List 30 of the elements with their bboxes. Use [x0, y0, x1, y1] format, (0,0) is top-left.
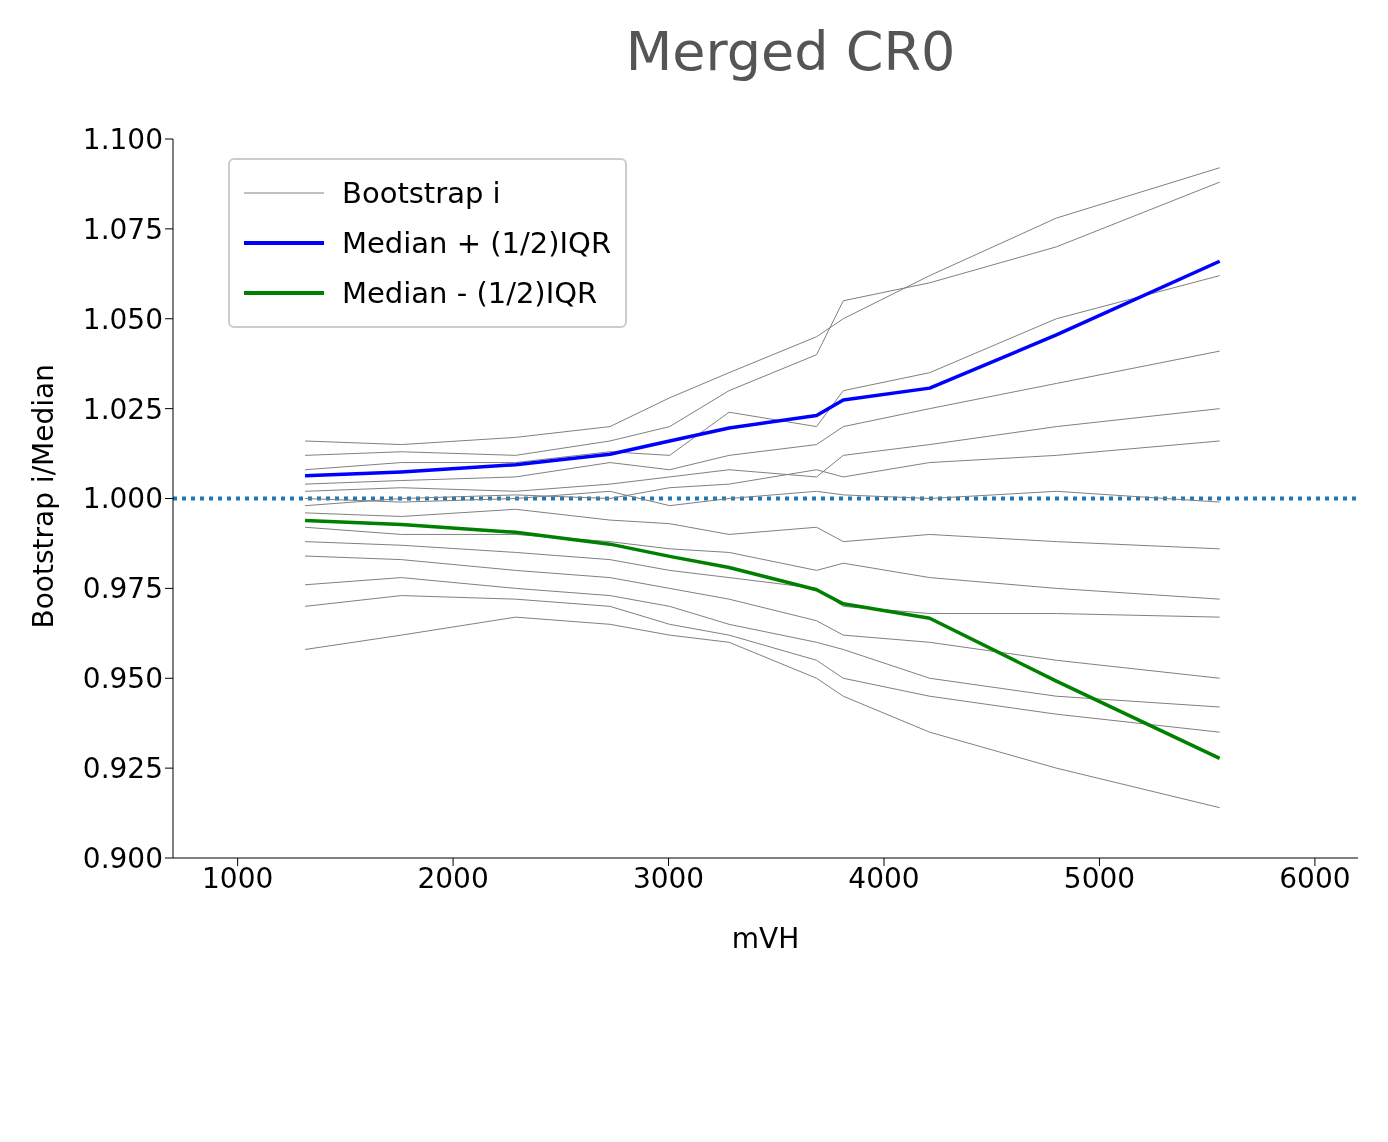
y-tick-label: 1.025 — [82, 392, 163, 426]
line-series — [304, 616, 1221, 809]
y-tick-label: 1.100 — [82, 122, 163, 156]
line-series — [304, 541, 1221, 618]
chart-title: Merged CR0 — [624, 20, 957, 83]
y-tick-label: 1.050 — [82, 302, 163, 336]
x-tick-label: 6000 — [1279, 861, 1351, 895]
line-series — [304, 577, 1221, 708]
x-tick-label: 3000 — [632, 861, 705, 895]
line-series — [304, 526, 1221, 600]
y-tick-label: 1.075 — [82, 212, 163, 246]
x-axis-title: mVH — [731, 922, 800, 955]
x-tick-label: 1000 — [202, 861, 274, 895]
line-series — [304, 350, 1221, 485]
line-series — [304, 555, 1221, 679]
x-tick-label: 2000 — [417, 861, 489, 895]
y-axis-title: Bootstrap i/Median — [26, 364, 60, 629]
legend-label: Median + (1/2)IQR — [342, 226, 612, 260]
line-series — [304, 508, 1221, 550]
x-tick-label: 4000 — [848, 861, 920, 895]
y-tick-label: 0.975 — [82, 572, 163, 606]
line-series — [304, 595, 1221, 733]
line-series — [303, 518, 1222, 761]
legend-label: Bootstrap i — [342, 176, 501, 210]
x-tick-label: 5000 — [1063, 861, 1136, 895]
legend-label: Median - (1/2)IQR — [342, 276, 598, 310]
y-tick-label: 0.925 — [82, 752, 163, 786]
y-tick-label: 0.950 — [82, 662, 163, 696]
y-tick-label: 1.000 — [82, 482, 163, 516]
y-tick-label: 0.900 — [82, 841, 163, 875]
